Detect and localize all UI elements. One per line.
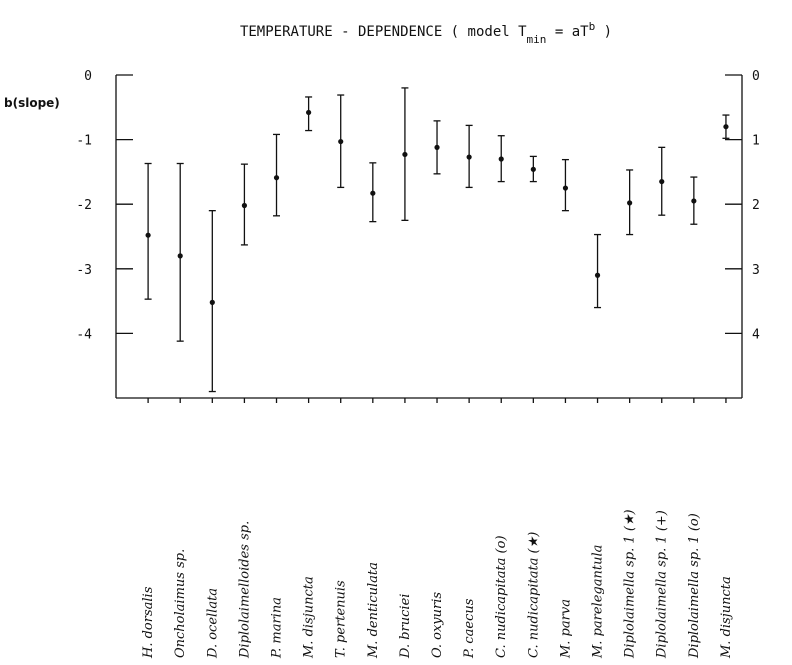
data-point [691,198,697,204]
data-point [145,232,151,238]
error-bar [529,155,537,183]
y-tick-label-right: 2 [752,198,760,213]
y-tick-label-left: -1 [76,134,92,149]
error-bar [401,87,409,222]
data-point [434,144,440,150]
error-bar [144,162,152,300]
category-label: Oncholaimus sp. [173,549,188,658]
y-tick-label-left: -3 [76,263,92,278]
category-label: T. pertenuis [334,580,349,658]
data-point [370,190,376,196]
category-label: C. nudicapitata (o) [494,535,509,658]
chart-title: TEMPERATURE - DEPENDENCE ( model Tmin = … [240,20,612,46]
error-bars [144,87,730,393]
error-bar [690,176,698,225]
data-point [338,138,344,145]
category-label: C. nudicapitata (★) [526,532,541,658]
category-label: D. bruciei [398,594,413,659]
error-bar [626,169,634,236]
category-label: Diplolaimella sp. 1 (o) [687,513,702,659]
category-label: M. denticulata [366,562,381,659]
data-point [402,151,408,158]
data-point [723,124,729,130]
x-ticks [147,398,727,403]
error-bar [305,96,313,132]
y-tick-label-left: 0 [84,69,92,84]
y-tick-label-left: -4 [76,327,92,342]
category-label: Diplolaimella sp. 1 (+) [655,510,670,659]
error-bar [433,120,441,175]
y-tick-label-right: 1 [752,134,760,149]
data-point [530,166,536,172]
error-bar [497,135,505,183]
category-labels: H. dorsalis Oncholaimus sp. D. ocellata Dip… [141,509,734,659]
category-label: M. disjuncta [302,576,317,659]
category-label: P. marina [270,597,285,659]
category-label: H. dorsalis [141,586,156,659]
data-point [273,175,280,181]
category-label: O. oxyuris [430,592,445,658]
error-bar [240,163,248,246]
error-bar [561,158,569,212]
category-label: M. disjuncta [719,576,734,659]
data-point [498,156,504,162]
category-label: Diplolaimella sp. 1 (★) [623,509,638,659]
error-bar [273,133,281,217]
data-point [209,299,215,305]
category-label: P. caecus [462,598,477,659]
category-label: Diplolaimelloides sp. [237,521,252,659]
y-axis-label: b(slope) [4,96,60,110]
error-bar [176,162,184,342]
error-bar [337,94,345,189]
data-point [594,272,601,278]
data-point [241,202,248,209]
data-point [659,178,665,185]
error-bar [722,114,730,139]
data-point [306,109,312,116]
y-tick-label-right: 3 [752,263,760,278]
category-label: M. parva [558,599,573,659]
y-ticks: 0 0 -1 1 -2 2 -3 3 -4 4 [76,69,760,342]
error-bar [594,233,602,309]
y-tick-label-left: -2 [76,198,92,213]
category-label: M. parelegantula [591,545,606,659]
data-point [562,185,569,191]
y-tick-label-right: 0 [752,69,760,84]
y-tick-label-right: 4 [752,327,760,342]
error-bar [208,210,216,393]
category-label: D. ocellata [205,588,220,659]
axes [115,75,743,399]
data-point [627,200,633,206]
error-bar [658,146,666,216]
data-point [177,253,183,259]
error-bar [465,124,473,189]
data-point [466,154,472,160]
error-bar [369,162,377,223]
